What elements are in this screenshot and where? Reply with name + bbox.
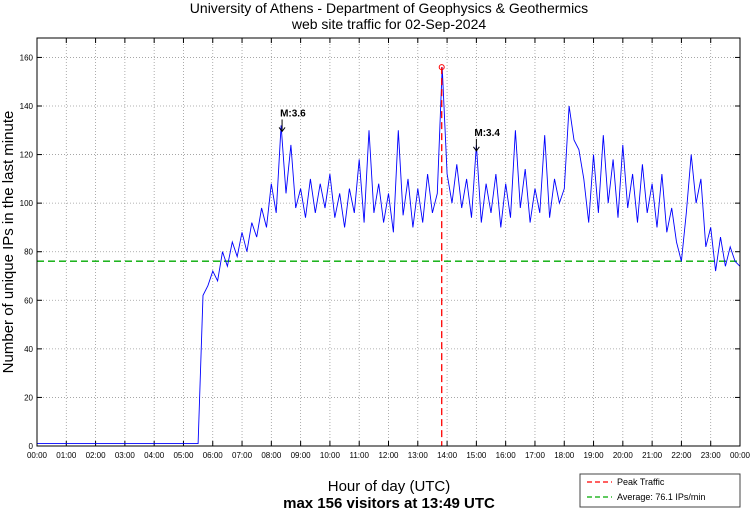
- y-tick-label: 60: [24, 296, 33, 305]
- peak-marker: [438, 64, 445, 71]
- legend-peak-label: Peak Traffic: [617, 477, 665, 487]
- x-tick-label: 07:00: [232, 451, 253, 460]
- x-tick-label: 01:00: [56, 451, 77, 460]
- traffic-series-line: [37, 67, 741, 445]
- max-visitors-subtitle: max 156 visitors at 13:49 UTC: [283, 495, 495, 511]
- x-tick-label: 18:00: [554, 451, 575, 460]
- annotation-label: M:3.4: [474, 128, 500, 139]
- legend: Peak Traffic Average: 76.1 IPs/min: [579, 473, 741, 508]
- x-tick-label: 21:00: [642, 451, 663, 460]
- y-tick-label: 140: [20, 102, 34, 111]
- y-tick-label: 100: [20, 199, 34, 208]
- plot-frame: [36, 37, 741, 447]
- x-tick-label: 10:00: [320, 451, 341, 460]
- x-tick-label: 03:00: [115, 451, 136, 460]
- y-axis-label: Number of unique IPs in the last minute: [0, 111, 17, 374]
- x-tick-label: 00:00: [730, 451, 750, 460]
- x-tick-label: 06:00: [203, 451, 224, 460]
- x-tick-label: 14:00: [437, 451, 458, 460]
- y-tick-label: 160: [20, 53, 34, 62]
- y-tick-label: 40: [24, 345, 33, 354]
- x-tick-label: 02:00: [86, 451, 107, 460]
- x-tick-label: 19:00: [584, 451, 605, 460]
- x-tick-label: 20:00: [613, 451, 634, 460]
- x-tick-label: 17:00: [525, 451, 546, 460]
- x-tick-label: 23:00: [701, 451, 722, 460]
- annotations: M:3.6 M:3.4: [278, 108, 500, 152]
- x-tick-label: 16:00: [496, 451, 517, 460]
- x-tick-label: 22:00: [671, 451, 692, 460]
- x-tick-label: 00:00: [27, 451, 48, 460]
- x-tick-label: 09:00: [291, 451, 312, 460]
- x-tick-label: 13:00: [408, 451, 429, 460]
- annotation-arrowhead-icon: [278, 127, 286, 133]
- x-tick-label: 04:00: [144, 451, 165, 460]
- x-tick-label: 12:00: [378, 451, 399, 460]
- chart-title-line1: University of Athens - Department of Geo…: [190, 0, 588, 16]
- x-tick-label: 08:00: [261, 451, 282, 460]
- y-tick-label: 20: [24, 393, 33, 402]
- y-tick-label: 120: [20, 151, 34, 160]
- x-axis-label: Hour of day (UTC): [328, 478, 451, 495]
- x-tick-label: 11:00: [349, 451, 369, 460]
- x-tick-label: 15:00: [466, 451, 487, 460]
- annotation-arrowhead-icon: [472, 146, 480, 152]
- y-tick-label: 80: [24, 248, 33, 257]
- annotation-label: M:3.6: [280, 108, 306, 119]
- y-tick-label: 0: [29, 442, 34, 451]
- x-tick-label: 05:00: [173, 451, 194, 460]
- chart-title-line2: web site traffic for 02-Sep-2024: [291, 16, 487, 32]
- grid: [37, 38, 740, 446]
- legend-average-label: Average: 76.1 IPs/min: [617, 492, 705, 502]
- axis-ticks: 00:00 01:00 02:00 03:00 04:00 05:00 06:00 07:00…: [20, 38, 750, 460]
